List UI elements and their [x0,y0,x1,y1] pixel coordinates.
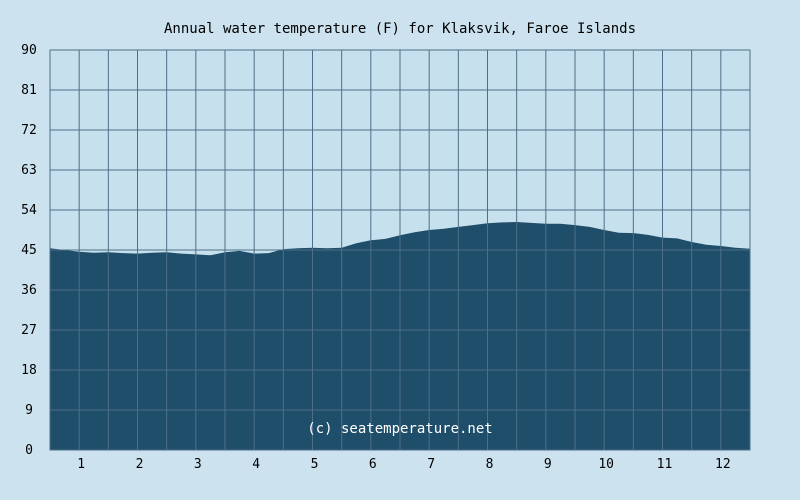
y-tick-label: 63 [21,163,37,178]
y-tick-label: 54 [21,203,37,218]
y-tick-label: 72 [21,123,37,138]
y-tick-label: 36 [21,283,37,298]
x-tick-label: 1 [77,457,85,472]
x-tick-label: 3 [194,457,202,472]
x-tick-label: 12 [715,457,731,472]
x-tick-label: 2 [136,457,144,472]
x-tick-label: 8 [486,457,494,472]
x-tick-label: 7 [427,457,435,472]
y-tick-label: 90 [21,43,37,58]
x-tick-labels: 1 2 3 4 5 6 7 8 9 10 11 12 [77,457,730,472]
x-tick-label: 4 [252,457,260,472]
y-tick-label: 27 [21,323,37,338]
x-tick-label: 10 [598,457,614,472]
x-tick-label: 5 [311,457,319,472]
chart-title: Annual water temperature (F) for Klaksvi… [164,21,636,37]
plot-frame [49,49,751,451]
y-tick-labels: 0 9 18 27 36 45 54 63 72 81 90 [21,43,37,458]
y-tick-label: 9 [25,403,33,418]
y-tick-label: 81 [21,83,37,98]
x-tick-label: 9 [544,457,552,472]
watermark: (c) seatemperature.net [307,421,492,437]
x-tick-label: 6 [369,457,377,472]
x-tick-label: 11 [657,457,673,472]
y-tick-label: 45 [21,243,37,258]
y-tick-label: 18 [21,363,37,378]
y-tick-label: 0 [25,443,33,458]
